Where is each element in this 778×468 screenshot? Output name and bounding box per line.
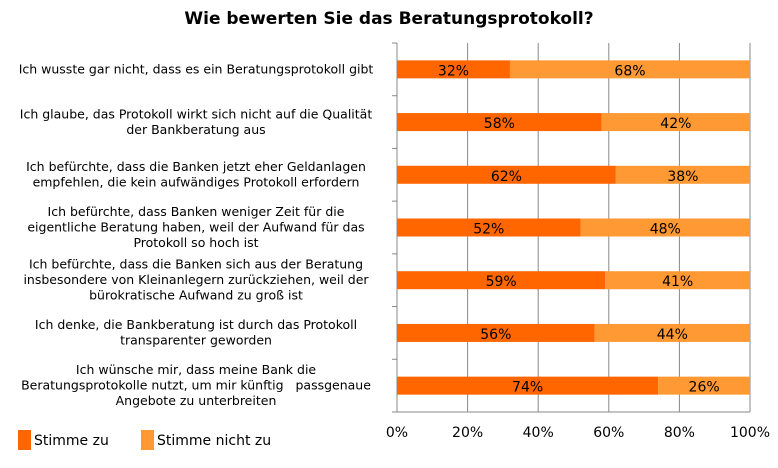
bar-stimme-zu: [397, 323, 595, 342]
data-label: 41%: [662, 274, 693, 290]
legend-swatch: [141, 430, 154, 450]
bar-stimme-nicht-zu: [580, 218, 750, 237]
category-label: Ich wusste gar nicht, dass es ein Beratu…: [19, 61, 374, 76]
category-label: bürokratische Aufwand zu groß ist: [89, 288, 303, 303]
bar-stimme-zu: [397, 218, 581, 237]
bar-stimme-zu: [397, 113, 602, 132]
bar-stimme-nicht-zu: [615, 165, 750, 184]
bar-stimme-nicht-zu: [605, 271, 750, 290]
legend-swatch: [18, 430, 31, 450]
data-label: 52%: [473, 222, 504, 238]
data-label: 26%: [689, 380, 720, 396]
category-label: Beratungsprotokolle nutzt, um mir künfti…: [21, 378, 371, 393]
bar-stimme-nicht-zu: [601, 113, 750, 132]
category-label: Ich wünsche mir, dass meine Bank die: [76, 362, 317, 377]
x-tick-label: 60%: [593, 425, 624, 441]
category-label: eigentliche Beratung haben, weil der Auf…: [27, 220, 364, 235]
category-label: Protokoll so hoch ist: [133, 235, 258, 250]
legend-label: Stimme zu: [34, 433, 109, 449]
data-label: 58%: [484, 116, 515, 132]
x-tick-label: 80%: [664, 425, 695, 441]
data-label: 62%: [491, 169, 522, 185]
legend-label: Stimme nicht zu: [157, 433, 271, 449]
bar-stimme-zu: [397, 165, 616, 184]
chart-title: Wie bewerten Sie das Beratungsprotokoll?: [184, 9, 593, 29]
category-label: Ich glaube, das Protokoll wirkt sich nic…: [20, 106, 373, 121]
data-label: 42%: [660, 116, 691, 132]
bar-stimme-zu: [397, 376, 659, 395]
x-tick-label: 0%: [386, 425, 408, 441]
category-label: Ich befürchte, dass die Banken jetzt ehe…: [26, 159, 366, 174]
category-label: empfehlen, die kein aufwändiges Protokol…: [33, 175, 360, 190]
x-tick-label: 20%: [452, 425, 483, 441]
data-label: 32%: [438, 63, 469, 79]
bar-stimme-nicht-zu: [594, 323, 750, 342]
bar-stimme-nicht-zu: [658, 376, 750, 395]
category-label: Ich befürchte, dass die Banken sich aus …: [29, 257, 363, 272]
data-label: 48%: [650, 222, 681, 238]
data-label: 59%: [486, 274, 517, 290]
category-label: Ich denke, die Bankberatung ist durch da…: [35, 317, 357, 332]
x-tick-label: 40%: [523, 425, 554, 441]
category-label: insbesondere von Kleinanlegern zurückzie…: [23, 272, 369, 287]
bar-stimme-zu: [397, 60, 510, 79]
data-label: 74%: [512, 380, 543, 396]
category-label: der Bankberatung aus: [126, 122, 265, 137]
x-tick-label: 100%: [730, 425, 770, 441]
category-label: Angebote zu unterbreiten: [116, 393, 277, 408]
data-label: 38%: [667, 169, 698, 185]
category-label: Ich befürchte, dass Banken weniger Zeit …: [48, 204, 345, 219]
data-label: 44%: [657, 327, 688, 343]
bar-stimme-zu: [397, 271, 606, 290]
bar-stimme-nicht-zu: [509, 60, 750, 79]
category-label: transparenter geworden: [120, 333, 272, 348]
data-label: 68%: [614, 63, 645, 79]
data-label: 56%: [480, 327, 511, 343]
